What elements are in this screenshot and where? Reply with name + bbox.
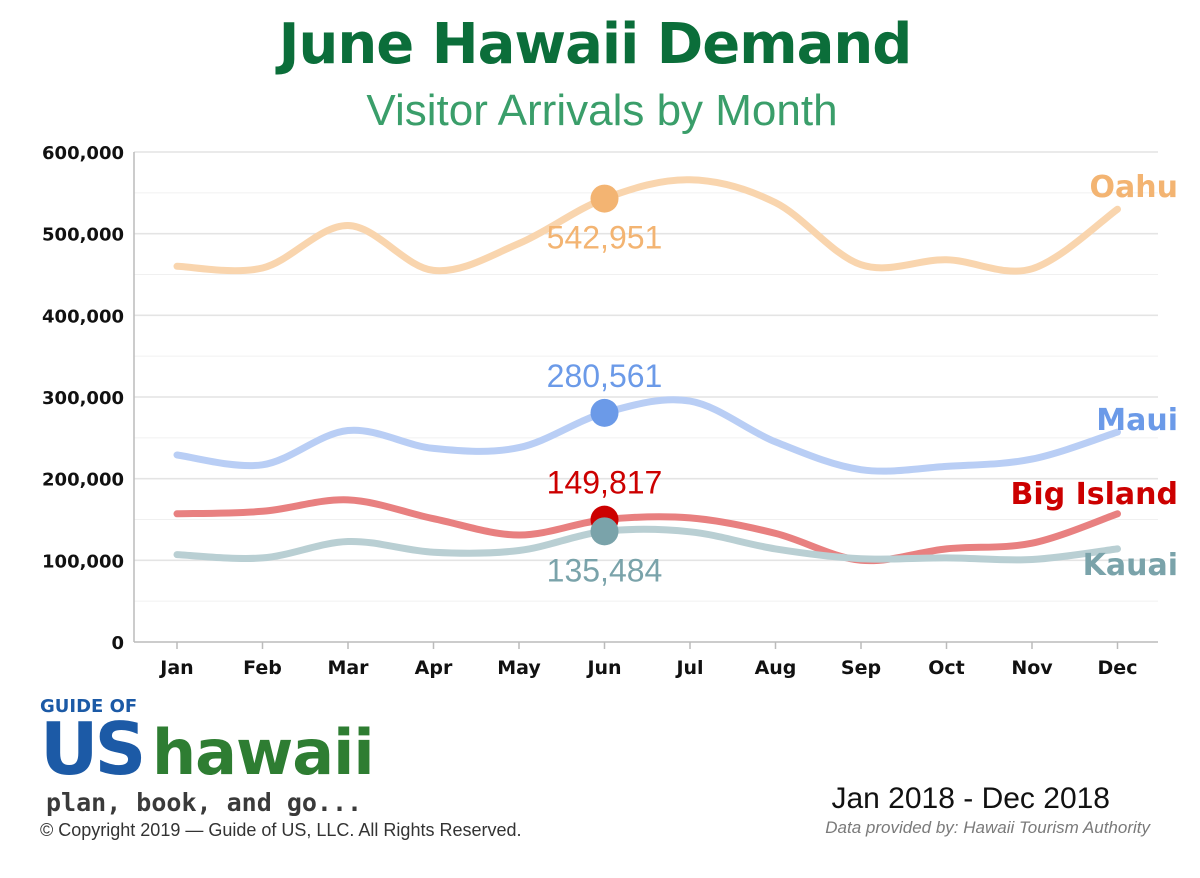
series-name-maui: Maui: [1096, 403, 1178, 438]
line-chart: 0 100,000 200,000 300,000 400,000 500,000 600,…: [42, 143, 1178, 679]
logo-us-text: US: [40, 707, 146, 791]
highlight-point-oahu: [590, 184, 619, 213]
y-tick-label: 200,000: [42, 470, 124, 491]
guide-of-us-hawaii-logo: GUIDE OF US hawaii plan, book, and go...: [40, 696, 420, 817]
x-tick-label: Oct: [928, 657, 965, 679]
x-tick-label: Nov: [1011, 657, 1053, 679]
axes: 0 100,000 200,000 300,000 400,000 500,000 600,…: [42, 143, 1158, 679]
logo-tagline: plan, book, and go...: [46, 788, 363, 817]
highlight-point-maui: [590, 398, 619, 427]
series-line-oahu: [173, 176, 1121, 275]
x-tick-label: Feb: [243, 657, 282, 679]
x-tick-label: May: [497, 657, 541, 679]
data-source: Data provided by: Hawaii Tourism Authori…: [825, 818, 1150, 837]
date-range: Jan 2018 - Dec 2018: [831, 782, 1110, 815]
y-tick-label: 500,000: [42, 225, 124, 246]
logo-guide-of-text: GUIDE OF: [40, 696, 138, 717]
logo-hawaii-text: hawaii: [152, 716, 375, 789]
series-line-kauai: [173, 525, 1121, 564]
chart-title: June Hawaii Demand: [278, 12, 913, 77]
highlight-value-label-maui: 280,561: [547, 358, 663, 394]
chart-subtitle: Visitor Arrivals by Month: [366, 86, 838, 135]
x-tick-label: Dec: [1098, 657, 1138, 679]
series-name-oahu: Oahu: [1090, 170, 1178, 205]
chart-labels: 542,951 Oahu 280,561 Maui 149,817 Big Island 1…: [547, 170, 1178, 588]
series-lines: [173, 176, 1121, 565]
y-tick-label: 300,000: [42, 388, 124, 409]
y-tick-label: 400,000: [42, 306, 124, 327]
grid-lines: [134, 151, 1158, 602]
x-tick-label: Aug: [755, 657, 797, 679]
x-tick-label: Mar: [327, 657, 369, 679]
y-tick-label: 600,000: [42, 143, 124, 164]
series-name-big-island: Big Island: [1011, 477, 1178, 512]
x-tick-label: Sep: [841, 657, 881, 679]
x-tick-label: Jul: [674, 657, 703, 679]
highlight-value-label-big-island: 149,817: [547, 465, 663, 501]
x-tick-label: Apr: [415, 657, 453, 679]
y-tick-label: 100,000: [42, 551, 124, 572]
highlight-point-kauai: [590, 517, 619, 546]
y-tick-label: 0: [111, 633, 124, 654]
copyright-notice: © Copyright 2019 — Guide of US, LLC. All…: [40, 820, 522, 840]
x-tick-label: Jan: [158, 657, 193, 679]
highlight-value-label-kauai: 135,484: [547, 552, 663, 588]
x-tick-label: Jun: [585, 657, 621, 679]
series-line-maui: [173, 396, 1121, 475]
series-line-big-island: [173, 496, 1121, 565]
highlight-value-label-oahu: 542,951: [547, 220, 663, 256]
series-name-kauai: Kauai: [1083, 548, 1178, 583]
